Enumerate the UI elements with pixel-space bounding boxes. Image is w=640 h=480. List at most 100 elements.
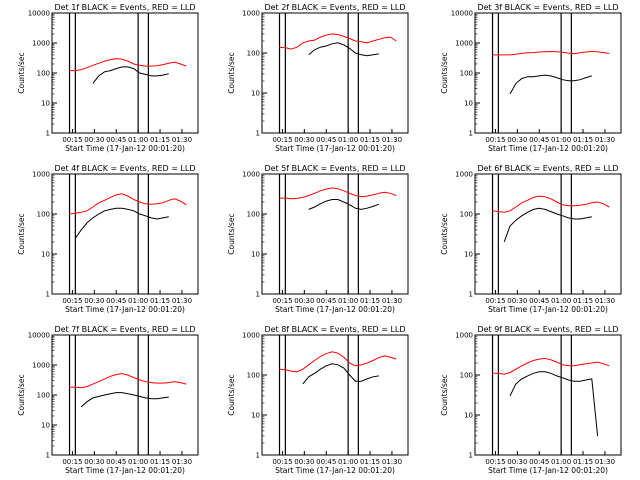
x-tick-label: 00:45 — [316, 297, 336, 305]
x-axis-label: Start Time (17-Jan-12 00:01:20) — [65, 305, 185, 314]
x-tick-label: 00:15 — [62, 136, 82, 144]
panel-title: Det 1f BLACK = Events, RED = LLD — [54, 3, 195, 12]
series-lld — [279, 187, 397, 200]
x-tick-label: 01:30 — [595, 458, 615, 466]
y-tick-label: 1000 — [455, 171, 473, 179]
series-events — [509, 74, 592, 95]
x-tick-label: 00:45 — [106, 136, 126, 144]
x-axis-label: Start Time (17-Jan-12 00:01:20) — [488, 466, 608, 475]
x-tick-label: 00:15 — [272, 136, 292, 144]
x-axis-label: Start Time (17-Jan-12 00:01:20) — [488, 144, 608, 153]
panel-title: Det 6f BLACK = Events, RED = LLD — [477, 164, 618, 173]
x-tick-label: 01:00 — [128, 136, 148, 144]
x-axis-label: Start Time (17-Jan-12 00:01:20) — [488, 305, 608, 314]
x-tick-label: 01:15 — [360, 297, 380, 305]
y-tick-label: 10 — [251, 412, 260, 420]
plot-frame — [474, 173, 622, 295]
x-tick-label: 01:00 — [338, 136, 358, 144]
y-tick-label: 10 — [251, 90, 260, 98]
x-tick-label: 00:45 — [106, 297, 126, 305]
y-tick-label: 1000 — [242, 171, 260, 179]
x-tick-label: 00:30 — [507, 136, 527, 144]
x-tick-label: 00:15 — [272, 297, 292, 305]
y-tick-label: 10000 — [451, 10, 473, 18]
panel-det-8: Det 8f BLACK = Events, RED = LLD 1 10 100 10… — [227, 325, 409, 475]
x-tick-label: 00:15 — [62, 458, 82, 466]
x-tick-label: 01:00 — [128, 458, 148, 466]
series-events — [80, 392, 169, 408]
y-tick-label: 1000 — [455, 332, 473, 340]
x-tick-label: 01:30 — [382, 458, 402, 466]
x-tick-label: 00:30 — [507, 297, 527, 305]
panel-det-2: Det 2f BLACK = Events, RED = LLD 1 10 100 10… — [227, 3, 409, 153]
x-tick-label: 01:15 — [573, 136, 593, 144]
panel-det-3: Det 3f BLACK = Events, RED = LLD 1 10 100 10… — [440, 3, 622, 153]
y-tick-label: 1000 — [455, 40, 473, 48]
series-lld — [69, 193, 187, 215]
y-tick-label: 10 — [41, 100, 50, 108]
panel-title: Det 2f BLACK = Events, RED = LLD — [264, 3, 405, 12]
y-tick-label: 100 — [247, 372, 260, 380]
panel-det-5: Det 5f BLACK = Events, RED = LLD 1 10 100 10… — [227, 164, 409, 314]
panel-det-9: Det 9f BLACK = Events, RED = LLD 1 10 100 10… — [440, 325, 622, 475]
x-tick-label: 00:30 — [507, 458, 527, 466]
x-tick-label: 00:15 — [272, 458, 292, 466]
y-tick-label: 100 — [37, 70, 50, 78]
y-tick-label: 1 — [46, 291, 50, 299]
series-events — [308, 199, 379, 210]
x-tick-label: 00:45 — [529, 458, 549, 466]
x-axis-label: Start Time (17-Jan-12 00:01:20) — [275, 305, 395, 314]
y-tick-label: 10 — [464, 251, 473, 259]
x-tick-label: 00:15 — [485, 297, 505, 305]
y-axis-label: Counts/sec — [440, 52, 449, 93]
y-tick-label: 1000 — [32, 171, 50, 179]
y-tick-label: 100 — [460, 70, 473, 78]
y-tick-label: 1 — [256, 452, 260, 460]
x-tick-label: 01:30 — [382, 297, 402, 305]
x-axis-label: Start Time (17-Jan-12 00:01:20) — [65, 144, 185, 153]
series-lld — [279, 33, 397, 50]
x-tick-label: 01:15 — [573, 458, 593, 466]
plot-frame — [261, 12, 409, 134]
y-axis-label: Counts/sec — [440, 213, 449, 254]
panel-det-4: Det 4f BLACK = Events, RED = LLD 1 10 100 10… — [17, 164, 199, 314]
series-events — [509, 371, 599, 436]
x-tick-label: 00:30 — [294, 136, 314, 144]
x-tick-label: 00:30 — [84, 136, 104, 144]
panel-det-6: Det 6f BLACK = Events, RED = LLD 1 10 100 10… — [440, 164, 622, 314]
series-lld — [492, 50, 610, 56]
y-axis-label: Counts/sec — [227, 374, 236, 415]
y-tick-label: 1 — [46, 452, 50, 460]
y-tick-label: 1000 — [32, 362, 50, 370]
y-tick-label: 1 — [46, 130, 50, 138]
y-tick-label: 10 — [41, 251, 50, 259]
y-tick-label: 1 — [256, 291, 260, 299]
x-tick-label: 00:15 — [485, 136, 505, 144]
plot-frame — [261, 173, 409, 295]
panel-title: Det 9f BLACK = Events, RED = LLD — [477, 325, 618, 334]
series-events — [503, 207, 592, 243]
y-tick-label: 10 — [41, 422, 50, 430]
panel-det-1: Det 1f BLACK = Events, RED = LLD 1 10 100 10… — [17, 3, 199, 153]
x-tick-label: 01:30 — [172, 297, 192, 305]
series-lld — [492, 195, 610, 213]
y-tick-label: 100 — [247, 50, 260, 58]
y-axis-label: Counts/sec — [227, 213, 236, 254]
panel-title: Det 7f BLACK = Events, RED = LLD — [54, 325, 195, 334]
series-events — [92, 66, 169, 84]
x-tick-label: 01:15 — [573, 297, 593, 305]
x-tick-label: 01:15 — [360, 458, 380, 466]
plot-frame — [51, 12, 199, 134]
series-lld — [492, 357, 610, 375]
y-axis-label: Counts/sec — [227, 52, 236, 93]
x-tick-label: 00:30 — [294, 458, 314, 466]
y-tick-label: 100 — [460, 372, 473, 380]
series-events — [302, 363, 379, 385]
series-lld — [279, 351, 397, 373]
x-tick-label: 00:45 — [529, 297, 549, 305]
y-tick-label: 10000 — [28, 332, 50, 340]
x-tick-label: 01:00 — [551, 136, 571, 144]
y-tick-label: 1000 — [242, 332, 260, 340]
x-tick-label: 01:15 — [360, 136, 380, 144]
